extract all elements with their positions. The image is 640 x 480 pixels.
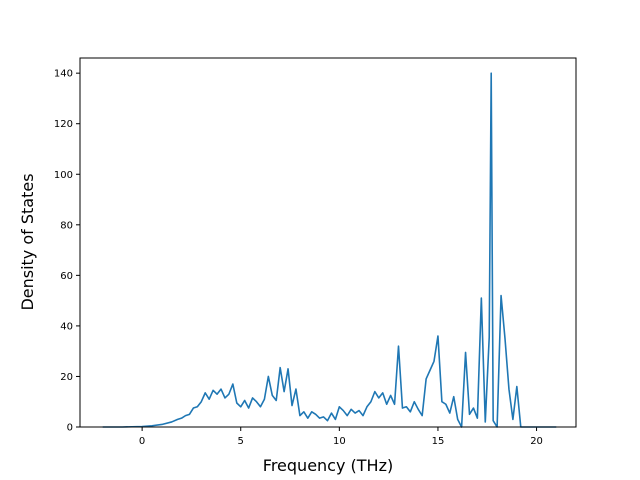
y-axis-ticks: 0 20 40 60 80 100 120 140 <box>54 69 80 434</box>
x-tick-label: 20 <box>530 436 543 447</box>
y-tick-label: 60 <box>60 271 73 282</box>
series-line <box>102 72 557 428</box>
x-axis-label: Frequency (THz) <box>263 456 393 475</box>
y-tick-label: 100 <box>54 170 73 181</box>
y-tick-label: 80 <box>60 220 73 231</box>
y-tick-label: 140 <box>54 69 73 80</box>
x-tick-label: 5 <box>238 436 244 447</box>
x-axis-ticks: 0 5 10 15 20 <box>139 427 543 447</box>
y-tick-label: 20 <box>60 372 73 383</box>
plot-frame <box>79 57 577 428</box>
x-tick-label: 0 <box>139 436 145 447</box>
y-tick-label: 120 <box>54 119 73 130</box>
y-tick-label: 40 <box>60 321 73 332</box>
plot-area <box>80 58 576 427</box>
x-tick-label: 10 <box>333 436 346 447</box>
x-tick-label: 15 <box>432 436 445 447</box>
y-axis-label: Density of States <box>18 173 37 310</box>
y-tick-label: 0 <box>67 423 73 434</box>
